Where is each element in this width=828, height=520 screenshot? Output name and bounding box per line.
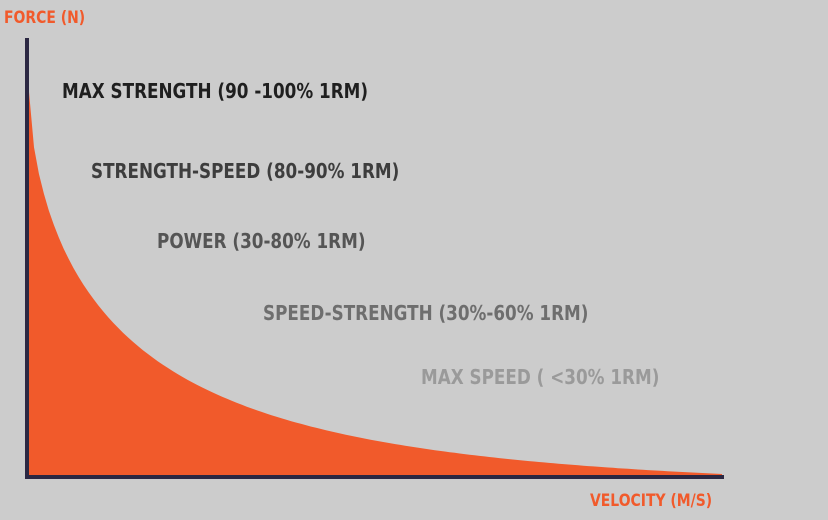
zone-label-power: POWER (30-80% 1RM) xyxy=(157,229,366,253)
zone-label-max-speed: MAX SPEED ( <30% 1RM) xyxy=(421,365,660,389)
y-axis-label: FORCE (N) xyxy=(4,8,86,28)
zone-label-max-strength: MAX STRENGTH (90 -100% 1RM) xyxy=(62,79,369,103)
x-axis-label: VELOCITY (M/S) xyxy=(590,491,713,511)
force-velocity-area xyxy=(29,92,722,476)
zone-label-speed-strength: SPEED-STRENGTH (30%-60% 1RM) xyxy=(263,301,589,325)
zone-label-strength-speed: STRENGTH-SPEED (80-90% 1RM) xyxy=(91,159,400,183)
